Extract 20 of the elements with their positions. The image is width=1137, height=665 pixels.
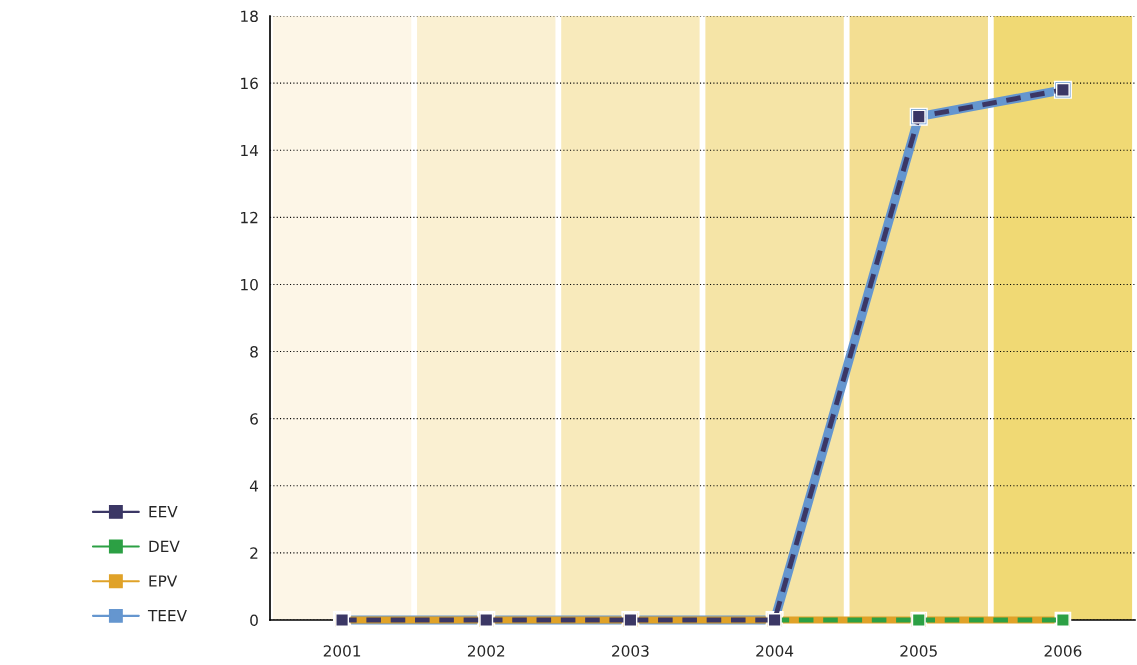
y-tick-label: 2	[250, 547, 258, 559]
y-tick-label: 0	[250, 614, 258, 627]
x-tick-label: 2002	[467, 645, 505, 657]
x-tick-label: 2005	[900, 645, 937, 657]
y-tick-label: 16	[241, 77, 258, 90]
x-tick-label: 2004	[756, 645, 794, 657]
y-tick-label: 10	[241, 278, 258, 291]
x-tick-label: 2003	[612, 645, 649, 657]
legend-label: EEV	[149, 506, 178, 518]
x-tick-label: 2006	[1044, 645, 1082, 657]
y-tick-label: 4	[249, 480, 259, 492]
y-tick-label: 18	[241, 10, 258, 23]
y-tick-label: 8	[250, 346, 258, 358]
legend-label: DEV	[149, 540, 180, 552]
legend-label: TEEV	[147, 610, 187, 622]
x-tick-label: 2001	[323, 645, 361, 657]
legend-label: EPV	[149, 575, 178, 587]
y-tick-label: 6	[250, 413, 258, 425]
y-tick-label: 12	[241, 211, 258, 224]
y-tick-label: 14	[241, 144, 259, 157]
